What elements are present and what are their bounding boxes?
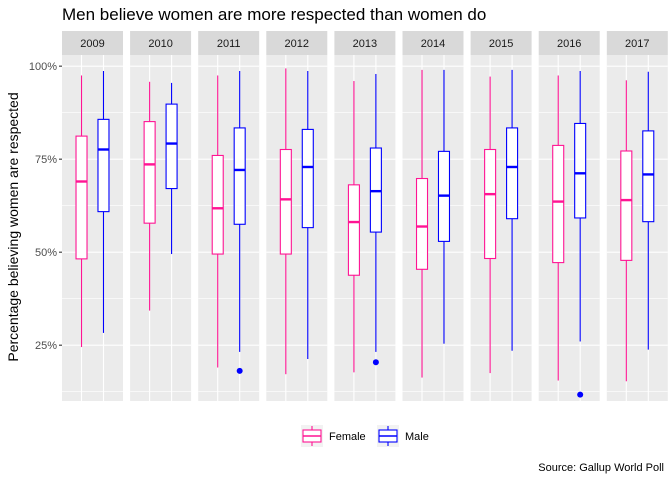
- facet-strip: [334, 31, 396, 55]
- box-iqr: [574, 122, 587, 219]
- facet-panel-2009: 2009: [62, 31, 123, 401]
- facet-panel-2010: 2010: [130, 31, 192, 401]
- box-iqr: [642, 130, 655, 223]
- box-iqr: [506, 127, 519, 220]
- box-iqr: [347, 184, 360, 276]
- panel-background: [538, 55, 600, 401]
- box-iqr: [620, 150, 633, 261]
- box-male: [97, 70, 110, 333]
- legend: Female Male: [301, 425, 429, 447]
- box-male: [437, 69, 451, 344]
- box-female: [552, 75, 565, 381]
- box-iqr: [484, 148, 497, 260]
- y-tick-label: 25%: [35, 340, 57, 352]
- box-male: [574, 70, 587, 398]
- chart-caption: Source: Gallup World Poll: [538, 462, 664, 474]
- box-iqr: [415, 177, 429, 270]
- panel-background: [470, 55, 532, 401]
- facet-strip-label: 2017: [625, 38, 649, 50]
- facet-strip-label: 2012: [285, 38, 309, 50]
- box-female: [484, 76, 497, 374]
- box-female: [211, 75, 224, 368]
- outlier-point: [236, 367, 243, 374]
- box-iqr: [301, 128, 314, 229]
- facet-strip-label: 2015: [489, 38, 513, 50]
- box-iqr: [211, 154, 224, 255]
- box-female: [143, 81, 156, 311]
- box-iqr: [233, 127, 246, 225]
- box-male: [369, 73, 382, 366]
- facet-strip: [470, 31, 532, 55]
- panel-background: [62, 55, 123, 401]
- facet-panel-2016: 2016: [538, 31, 600, 401]
- panel-background: [198, 55, 260, 401]
- box-male: [642, 71, 655, 350]
- facet-strip: [402, 31, 464, 55]
- panel-background: [130, 55, 192, 401]
- box-male: [301, 70, 314, 359]
- legend-item-male: Male: [377, 425, 429, 447]
- facet-panel-2013: 2013: [334, 31, 396, 401]
- box-female: [620, 80, 633, 382]
- box-iqr: [165, 103, 178, 190]
- panel-background: [266, 55, 328, 401]
- chart-title: Men believe women are more respected tha…: [62, 5, 486, 24]
- outlier-point: [577, 391, 584, 398]
- y-tick-label: 75%: [35, 154, 57, 166]
- facet-strip: [130, 31, 192, 55]
- facet-strip-label: 2014: [421, 38, 445, 50]
- box-iqr: [143, 121, 156, 224]
- legend-item-female: Female: [301, 425, 366, 447]
- y-axis-title: Percentage believing women are respected: [5, 92, 21, 361]
- facet-strip: [62, 31, 123, 55]
- facet-panel-2015: 2015: [470, 31, 532, 401]
- facet-panel-2011: 2011: [198, 31, 260, 401]
- facet-strip: [538, 31, 600, 55]
- y-tick-label: 100%: [29, 61, 57, 73]
- facet-strip-label: 2010: [148, 38, 172, 50]
- facet-panels: 2009 2010 2011 2012 2013 2014 2015 2016 2017: [62, 31, 668, 401]
- facet-strip: [606, 31, 668, 55]
- box-iqr: [97, 118, 110, 213]
- box-iqr: [552, 144, 565, 264]
- box-male: [506, 69, 519, 351]
- facet-strip-label: 2013: [353, 38, 377, 50]
- facet-strip: [198, 31, 260, 55]
- panel-background: [402, 55, 464, 401]
- box-iqr: [75, 135, 88, 260]
- facet-strip-label: 2011: [217, 38, 241, 50]
- facet-panel-2014: 2014: [402, 31, 464, 401]
- box-female: [75, 75, 88, 348]
- box-male: [165, 82, 178, 255]
- facet-strip-label: 2009: [80, 38, 104, 50]
- panel-background: [334, 55, 396, 401]
- y-tick-label: 50%: [35, 247, 57, 259]
- y-axis: 25% 50% 75% 100%: [29, 61, 62, 352]
- facet-strip: [266, 31, 328, 55]
- box-male: [233, 70, 246, 374]
- box-female: [347, 81, 360, 373]
- facet-panel-2012: 2012: [266, 31, 328, 401]
- legend-label: Male: [405, 431, 429, 443]
- facet-strip-label: 2016: [557, 38, 581, 50]
- legend-label: Female: [329, 431, 366, 443]
- facet-panel-2017: 2017: [606, 31, 668, 401]
- box-female: [279, 68, 292, 375]
- outlier-point: [372, 359, 379, 366]
- box-iqr: [279, 148, 292, 255]
- box-female: [415, 69, 429, 378]
- panel-background: [606, 55, 668, 401]
